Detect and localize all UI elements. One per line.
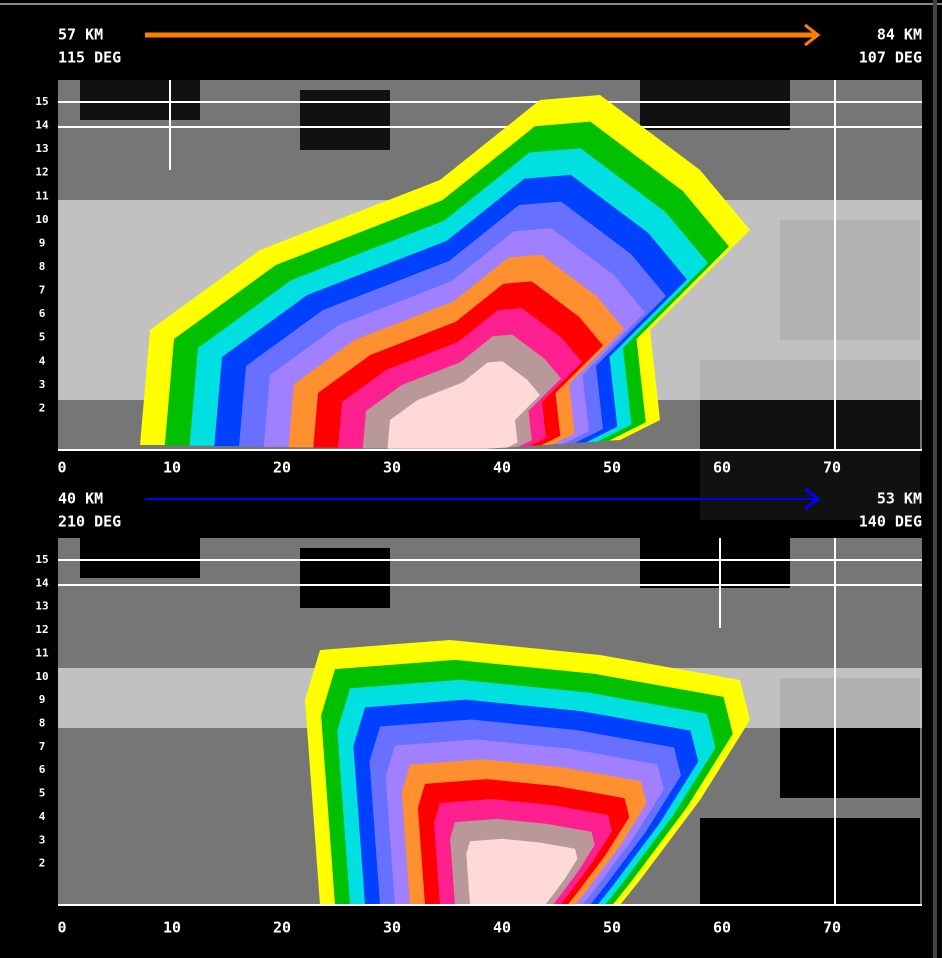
y-tick-label: 5 (39, 787, 46, 800)
y-tick-label: 10 (35, 670, 48, 683)
y-tick-label: 6 (39, 307, 46, 320)
no-echo-region (300, 90, 390, 150)
y-tick-label: 5 (39, 331, 46, 344)
y-tick-label: 14 (35, 576, 49, 589)
y-tick-label: 6 (39, 763, 46, 776)
y-tick-label: 2 (39, 857, 46, 870)
x-tick-label: 10 (163, 919, 181, 937)
x-tick-label: 30 (383, 919, 401, 937)
y-tick-label: 11 (35, 646, 49, 659)
y-tick-label: 7 (39, 284, 46, 297)
start-azimuth: 115 DEG (58, 49, 121, 67)
y-tick-label: 4 (39, 810, 46, 823)
start-azimuth: 210 DEG (58, 513, 121, 531)
y-tick-label: 8 (39, 260, 46, 273)
x-tick-label: 70 (823, 459, 841, 477)
x-tick-label: 40 (493, 919, 511, 937)
y-tick-label: 7 (39, 740, 46, 753)
y-tick-label: 9 (39, 236, 46, 249)
x-tick-label: 40 (493, 459, 511, 477)
y-tick-label: 12 (35, 623, 48, 636)
cross-section-panel: 57 KM 115 DEG 84 KM 107 DEG 0 10 20 30 40 50 60 70 1… (35, 25, 922, 520)
y-tick-label: 13 (35, 142, 48, 155)
x-tick-label: 20 (273, 919, 291, 937)
x-tick-label: 70 (823, 919, 841, 937)
cross-section-panel: 40 KM 210 DEG 53 KM 140 DEG 0 10 20 30 40 50 60 70 1… (35, 489, 922, 958)
y-tick-label: 9 (39, 693, 46, 706)
radar-display: 57 KM115 DEG84 KM107 DEG0102030405060701… (0, 0, 942, 958)
y-tick-label: 12 (35, 166, 48, 179)
y-tick-label: 2 (39, 401, 46, 414)
y-tick-label: 8 (39, 717, 46, 730)
y-tick-label: 3 (39, 378, 46, 391)
y-tick-label: 11 (35, 189, 49, 202)
start-range: 57 KM (58, 26, 103, 44)
end-range: 84 KM (877, 26, 922, 44)
x-tick-label: 30 (383, 459, 401, 477)
y-tick-label: 15 (35, 95, 48, 108)
x-tick-label: 60 (713, 459, 731, 477)
y-tick-label: 3 (39, 833, 46, 846)
no-echo-region (700, 818, 920, 958)
x-tick-label: 20 (273, 459, 291, 477)
no-echo-region (80, 538, 200, 578)
y-tick-label: 14 (35, 119, 49, 132)
y-tick-label: 4 (39, 354, 46, 367)
x-tick-label: 50 (603, 459, 621, 477)
x-tick-label: 0 (57, 919, 66, 937)
x-tick-label: 0 (57, 459, 66, 477)
no-echo-region (300, 548, 390, 608)
end-azimuth: 107 DEG (859, 49, 922, 67)
no-echo-region (640, 538, 790, 588)
start-range: 40 KM (58, 490, 103, 508)
y-tick-label: 15 (35, 553, 48, 566)
end-azimuth: 140 DEG (859, 513, 922, 531)
y-tick-label: 13 (35, 600, 48, 613)
end-range: 53 KM (877, 490, 922, 508)
x-tick-label: 60 (713, 919, 731, 937)
no-echo-region (80, 80, 200, 120)
y-tick-label: 10 (35, 213, 48, 226)
x-tick-label: 10 (163, 459, 181, 477)
no-echo-region (640, 80, 790, 130)
x-tick-label: 50 (603, 919, 621, 937)
